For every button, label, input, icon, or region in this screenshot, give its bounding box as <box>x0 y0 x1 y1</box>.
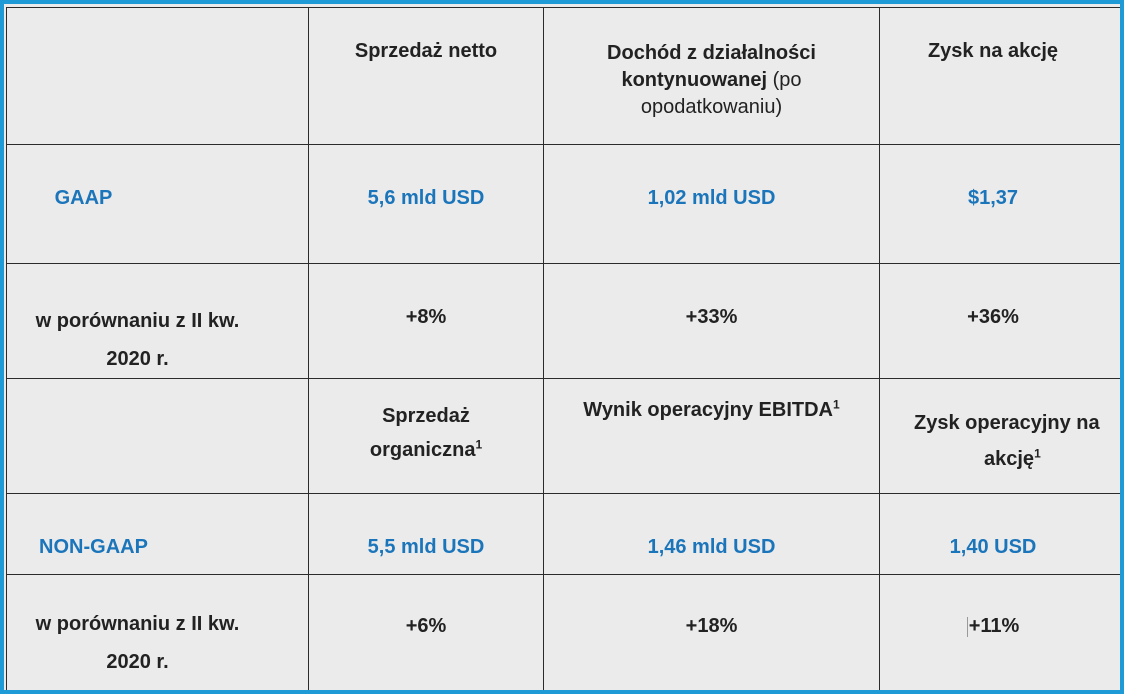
header-ebitda: Wynik operacyjny EBITDA1 <box>543 378 880 494</box>
empty-nongaap-corner-cell <box>6 378 309 494</box>
header-income-line3: opodatkowaniu) <box>640 96 783 118</box>
nongaap-compare-ebitda-value: +18% <box>685 615 738 637</box>
gaap-compare-label-line1: w porównaniu z II kw. <box>35 310 240 332</box>
gaap-compare-label-line2: 2020 r. <box>106 348 169 370</box>
header-eps: Zysk na akcję <box>879 7 1120 145</box>
gaap-compare-income-cell: +33% <box>543 263 880 379</box>
gaap-eps-value: $1,37 <box>967 187 1019 209</box>
gaap-compare-label-cell: w porównaniu z II kw. 2020 r. <box>6 263 309 379</box>
header-net-sales: Sprzedaż netto <box>308 7 544 145</box>
gaap-income-value: 1,02 mld USD <box>647 187 776 209</box>
nongaap-sales-cell: 5,5 mld USD <box>308 493 544 575</box>
nongaap-compare-label-cell: w porównaniu z II kw. 2020 r. <box>6 574 309 690</box>
gaap-row: GAAP 5,6 mld USD 1,02 mld USD $1,37 <box>6 144 1120 264</box>
gaap-eps-cell: $1,37 <box>879 144 1120 264</box>
gaap-income-cell: 1,02 mld USD <box>543 144 880 264</box>
nongaap-header-row: Sprzedaż organiczna1 Wynik operacyjny EB… <box>6 378 1120 494</box>
gaap-compare-sales-cell: +8% <box>308 263 544 379</box>
header-organic-line1: Sprzedaż <box>382 405 470 427</box>
gaap-compare-income-value: +33% <box>685 306 738 328</box>
header-organic-line2: organiczna <box>369 439 476 461</box>
header-operating-eps-line2: akcję <box>984 448 1035 470</box>
gaap-compare-row: w porównaniu z II kw. 2020 r. +8% +33% +… <box>6 263 1120 379</box>
header-operating-eps: Zysk operacyjny na akcję1 <box>879 378 1120 494</box>
gaap-compare-sales-value: +8% <box>405 306 447 328</box>
gaap-label: GAAP <box>54 187 113 209</box>
nongaap-sales-value: 5,5 mld USD <box>367 536 485 558</box>
financial-results-table: Sprzedaż netto Dochód z działalności kon… <box>6 7 1120 690</box>
header-operating-eps-footnote: 1 <box>1034 446 1041 461</box>
gaap-compare-eps-cell: +36% <box>879 263 1120 379</box>
header-net-sales-label: Sprzedaż netto <box>354 40 498 62</box>
header-income-line2-rest: (po <box>767 69 802 91</box>
header-operating-eps-line1: Zysk operacyjny na <box>914 412 1100 434</box>
nongaap-row: NON-GAAP 5,5 mld USD 1,46 mld USD 1,40 U… <box>6 493 1120 575</box>
header-continuing-income: Dochód z działalności kontynuowanej (po … <box>543 7 880 145</box>
nongaap-label: NON-GAAP <box>39 536 148 558</box>
header-row: Sprzedaż netto Dochód z działalności kon… <box>6 7 1120 145</box>
nongaap-compare-row: w porównaniu z II kw. 2020 r. +6% +18% +… <box>6 574 1120 690</box>
nongaap-label-cell: NON-GAAP <box>6 493 309 575</box>
header-income-line1: Dochód z działalności <box>607 42 816 64</box>
header-income-line2-bold: kontynuowanej <box>621 69 768 91</box>
text-cursor <box>966 616 968 637</box>
empty-corner-cell <box>6 7 309 145</box>
gaap-sales-cell: 5,6 mld USD <box>308 144 544 264</box>
gaap-compare-eps-value: +36% <box>967 306 1019 328</box>
gaap-sales-value: 5,6 mld USD <box>367 187 485 209</box>
nongaap-compare-eps-value: +11% <box>968 615 1020 637</box>
nongaap-eps-cell: 1,40 USD <box>879 493 1120 575</box>
header-eps-label: Zysk na akcję <box>927 40 1059 62</box>
nongaap-compare-ebitda-cell: +18% <box>543 574 880 690</box>
header-ebitda-footnote: 1 <box>833 397 840 412</box>
nongaap-eps-value: 1,40 USD <box>949 536 1037 558</box>
nongaap-compare-label-line1: w porównaniu z II kw. <box>35 613 240 635</box>
nongaap-ebitda-value: 1,46 mld USD <box>647 536 776 558</box>
nongaap-ebitda-cell: 1,46 mld USD <box>543 493 880 575</box>
header-organic-footnote: 1 <box>475 437 483 452</box>
nongaap-compare-eps-cell: +11% <box>879 574 1120 690</box>
nongaap-compare-sales-value: +6% <box>405 615 447 637</box>
header-organic-sales: Sprzedaż organiczna1 <box>308 378 544 494</box>
nongaap-compare-sales-cell: +6% <box>308 574 544 690</box>
nongaap-compare-label-line2: 2020 r. <box>106 651 169 673</box>
header-ebitda-label: Wynik operacyjny EBITDA <box>583 399 833 421</box>
gaap-label-cell: GAAP <box>6 144 309 264</box>
